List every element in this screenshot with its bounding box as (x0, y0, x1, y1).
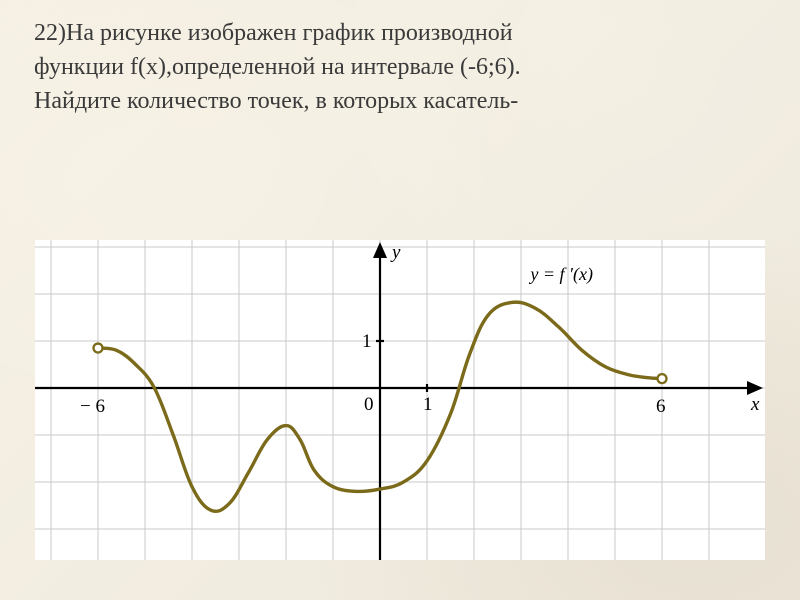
problem-text: 22)На рисунке изображен график производн… (34, 18, 766, 118)
svg-text:1: 1 (423, 394, 433, 415)
svg-text:y = f ′(x): y = f ′(x) (528, 264, 593, 285)
text-line-3: Найдите количество точек, в которых каса… (34, 86, 766, 118)
svg-text:− 6: − 6 (80, 396, 105, 417)
svg-text:0: 0 (364, 394, 374, 415)
derivative-chart: y x 0 1 1 − 6 6 y = f ′(x) (35, 240, 765, 560)
text-line-1: 22)На рисунке изображен график производн… (34, 18, 766, 50)
svg-text:6: 6 (656, 396, 666, 417)
svg-text:x: x (750, 394, 760, 415)
text-line-2: функции f(x),определенной на интервале (… (34, 52, 766, 84)
svg-text:1: 1 (362, 331, 372, 352)
chart-svg: y x 0 1 1 − 6 6 y = f ′(x) (35, 240, 765, 560)
svg-text:y: y (390, 242, 401, 263)
